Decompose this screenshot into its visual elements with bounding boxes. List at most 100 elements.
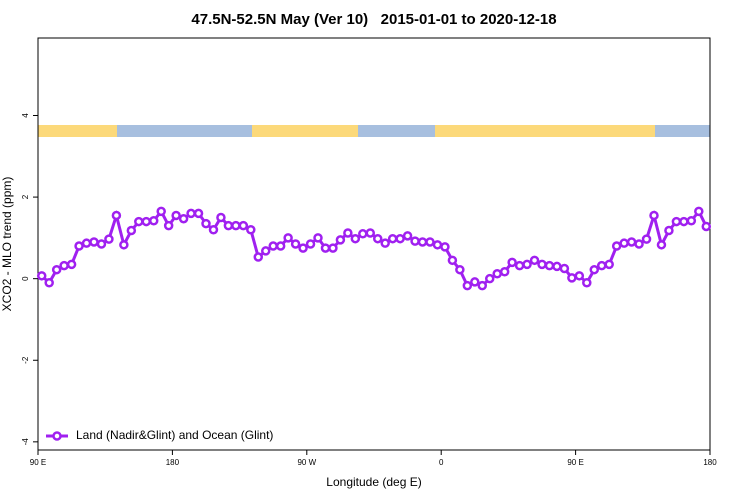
point — [328, 243, 338, 253]
point — [141, 216, 152, 227]
point — [253, 252, 264, 262]
point — [178, 213, 189, 224]
point — [596, 260, 607, 271]
point — [283, 233, 293, 243]
point — [604, 259, 614, 270]
point — [171, 210, 181, 221]
y-axis-label: XCO2 - MLO trend (ppm) — [0, 177, 14, 312]
point — [350, 233, 361, 244]
point — [320, 243, 331, 253]
point — [402, 231, 413, 241]
point — [522, 259, 532, 270]
point — [372, 233, 383, 244]
point — [358, 229, 368, 239]
point — [156, 206, 166, 217]
point — [380, 238, 390, 248]
point — [126, 225, 137, 236]
point — [492, 269, 502, 279]
point — [514, 260, 525, 271]
point — [686, 215, 697, 226]
point — [552, 261, 562, 272]
point — [246, 224, 256, 235]
y-tick-label: 4 — [21, 113, 30, 118]
ocean — [358, 125, 435, 137]
point — [104, 234, 114, 244]
land — [435, 125, 655, 137]
point — [447, 255, 458, 266]
y-tick-label: 2 — [21, 194, 30, 199]
point — [529, 255, 540, 266]
point — [544, 260, 555, 271]
x-tick-label: 180 — [166, 458, 180, 467]
point — [290, 239, 301, 249]
point — [477, 280, 488, 291]
point — [298, 243, 308, 253]
point — [589, 264, 600, 275]
point — [201, 218, 211, 229]
point — [574, 271, 585, 281]
x-axis-label: Longitude (deg E) — [326, 475, 421, 489]
land-ocean-band — [38, 125, 710, 137]
point — [611, 241, 622, 251]
point — [537, 259, 547, 270]
point — [96, 239, 107, 249]
legend-marker — [52, 431, 62, 441]
point — [641, 234, 652, 244]
point — [567, 273, 577, 283]
point — [484, 273, 495, 284]
point — [634, 239, 644, 249]
point — [66, 259, 77, 270]
point — [44, 278, 54, 288]
point — [231, 220, 241, 231]
point — [74, 241, 84, 251]
point — [223, 220, 234, 231]
point — [417, 237, 428, 247]
point — [134, 216, 144, 227]
point — [626, 237, 637, 247]
point — [470, 277, 480, 287]
ocean — [117, 125, 252, 137]
point — [365, 228, 376, 238]
point — [89, 237, 99, 247]
x-tick-label: 90 E — [567, 458, 583, 467]
point — [582, 278, 592, 288]
point — [335, 235, 346, 245]
y-tick-label: 0 — [21, 276, 30, 281]
x-tick-label: 90 E — [30, 458, 46, 467]
plot-frame — [37, 37, 711, 451]
x-tick-label: 180 — [703, 458, 717, 467]
x-tick-label: 90 W — [297, 458, 316, 467]
chart-title: 47.5N-52.5N May (Ver 10) 2015-01-01 to 2… — [191, 11, 556, 28]
point — [656, 240, 667, 250]
point — [701, 221, 712, 232]
point — [305, 239, 316, 249]
point — [51, 264, 62, 275]
point — [238, 220, 249, 231]
point — [193, 208, 204, 219]
point — [36, 271, 47, 281]
point — [163, 220, 174, 231]
point — [216, 212, 226, 223]
x-tick-label: 0 — [439, 458, 444, 467]
point — [208, 224, 219, 235]
y-tick-label: -2 — [21, 356, 30, 364]
point — [425, 237, 435, 247]
ocean — [655, 125, 710, 137]
point — [313, 233, 323, 243]
point — [507, 257, 517, 268]
point — [499, 266, 510, 277]
y-tick-label: -4 — [21, 438, 30, 446]
point — [455, 264, 465, 275]
point — [440, 242, 450, 252]
point — [462, 280, 473, 291]
point — [410, 236, 420, 246]
point — [186, 208, 196, 219]
point — [649, 210, 659, 221]
point — [81, 238, 92, 248]
point — [387, 233, 398, 244]
point — [679, 216, 689, 227]
point — [119, 240, 129, 250]
point — [260, 246, 271, 256]
point — [694, 206, 704, 217]
